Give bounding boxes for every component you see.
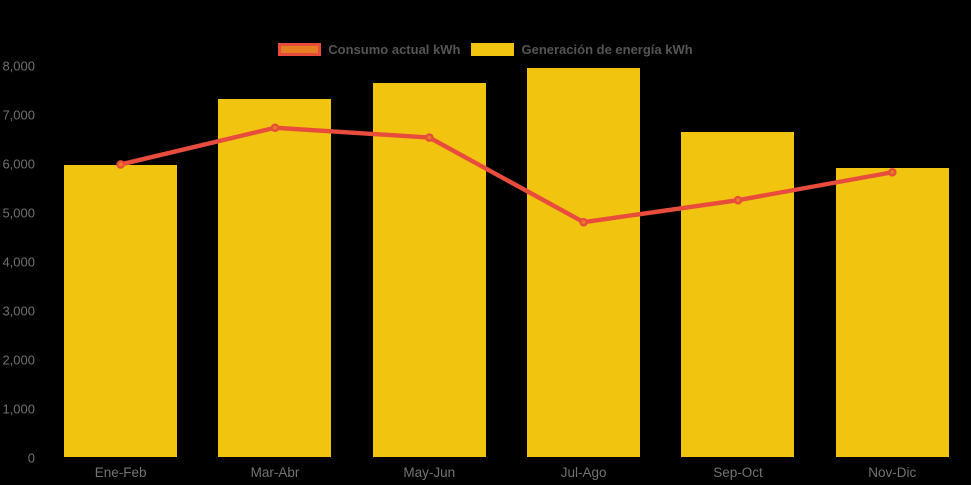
x-tick-label-Nov-Dic: Nov-Dic <box>868 465 917 480</box>
bar-generacion-Jul-Ago <box>527 67 641 458</box>
y-tick-label-7000: 7,000 <box>2 107 35 123</box>
chart-legend: Consumo actual kWh Generación de energía… <box>0 42 971 56</box>
bar-generacion-Ene-Feb <box>64 165 178 458</box>
y-tick-label-2000: 2,000 <box>2 352 35 368</box>
legend-label-generacion: Generación de energía kWh <box>521 41 693 57</box>
x-tick-label-Sep-Oct: Sep-Oct <box>713 465 763 480</box>
bar-generacion-Sep-Oct <box>681 132 795 458</box>
x-tick-label-Ene-Feb: Ene-Feb <box>94 465 147 480</box>
legend-item-consumo[interactable]: Consumo actual kWh <box>278 41 461 57</box>
y-tick-label-3000: 3,000 <box>2 303 35 319</box>
y-tick-label-5000: 5,000 <box>2 205 35 221</box>
y-tick-label-1000: 1,000 <box>2 401 35 417</box>
legend-swatch-generacion-icon <box>471 42 515 56</box>
y-tick-label-4000: 4,000 <box>2 254 35 270</box>
bar-generacion-May-Jun <box>372 83 486 458</box>
y-tick-label-0: 0 <box>27 450 35 465</box>
bar-generacion-Nov-Dic <box>835 168 949 458</box>
legend-swatch-consumo-icon <box>278 42 322 56</box>
x-tick-label-Jul-Ago: Jul-Ago <box>560 465 607 480</box>
legend-label-consumo: Consumo actual kWh <box>328 41 461 57</box>
bar-generacion-Mar-Abr <box>218 99 332 458</box>
x-tick-label-May-Jun: May-Jun <box>403 465 456 480</box>
y-tick-label-6000: 6,000 <box>2 156 35 172</box>
legend-item-generacion[interactable]: Generación de energía kWh <box>471 41 693 57</box>
x-tick-label-Mar-Abr: Mar-Abr <box>250 465 300 480</box>
y-tick-label-8000: 8,000 <box>2 58 35 74</box>
